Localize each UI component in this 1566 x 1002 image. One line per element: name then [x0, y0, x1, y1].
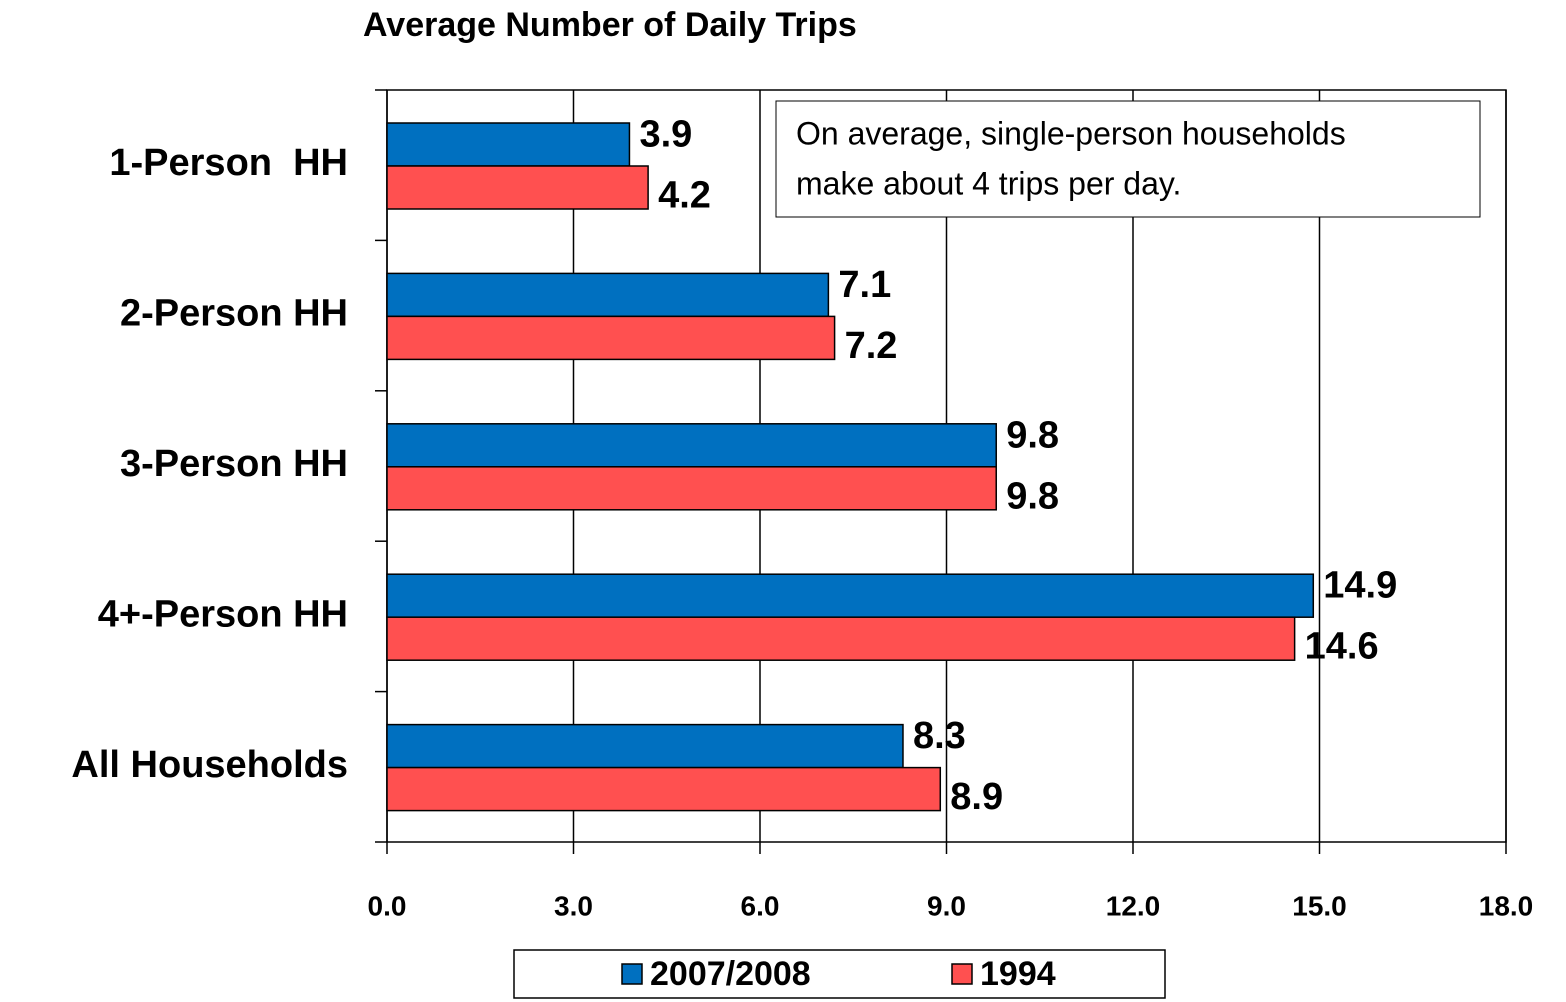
annotation: make about 4 trips per day. [796, 165, 1181, 201]
annotation: On average, single-person households [796, 115, 1346, 151]
bar [386, 616, 1296, 661]
annotation-box [775, 100, 1481, 218]
data-label: 7.1 [838, 264, 891, 306]
legend-label: 1994 [980, 955, 1056, 993]
data-label: 8.3 [913, 715, 966, 757]
bar [386, 315, 836, 361]
x-tick-label: 0.0 [368, 890, 407, 921]
x-tick-label: 3.0 [554, 890, 593, 921]
bar [386, 272, 830, 318]
x-tick-label: 9.0 [927, 890, 966, 921]
legend-swatch [951, 963, 973, 985]
y-tick-label: 2-Person HH [120, 293, 348, 335]
bar [386, 423, 997, 468]
bar [386, 723, 904, 769]
bar [386, 466, 997, 511]
y-tick-label: 4+-Person HH [98, 593, 348, 635]
data-label: 14.9 [1323, 565, 1397, 607]
legend-label: 2007/2008 [650, 955, 811, 993]
x-tick-label: 12.0 [1106, 890, 1161, 921]
data-label: 9.8 [1006, 414, 1059, 456]
data-label: 4.2 [658, 175, 711, 217]
data-label: 8.9 [950, 776, 1003, 818]
y-tick-label: 3-Person HH [120, 443, 348, 485]
data-label: 9.8 [1006, 475, 1059, 517]
data-label: 3.9 [639, 114, 692, 156]
legend-swatch [621, 963, 643, 985]
y-tick-label: 1-Person HH [109, 142, 348, 184]
y-tick-label: All Households [71, 744, 348, 786]
bar [386, 573, 1315, 618]
bar [386, 766, 942, 812]
x-tick-label: 18.0 [1479, 890, 1534, 921]
bar [386, 122, 631, 167]
x-tick-label: 6.0 [741, 890, 780, 921]
bar [386, 165, 649, 210]
legend-box [513, 949, 1166, 999]
data-label: 7.2 [845, 325, 898, 367]
chart-title: Average Number of Daily Trips [363, 6, 857, 44]
data-label: 14.6 [1305, 626, 1379, 668]
x-tick-label: 15.0 [1292, 890, 1347, 921]
